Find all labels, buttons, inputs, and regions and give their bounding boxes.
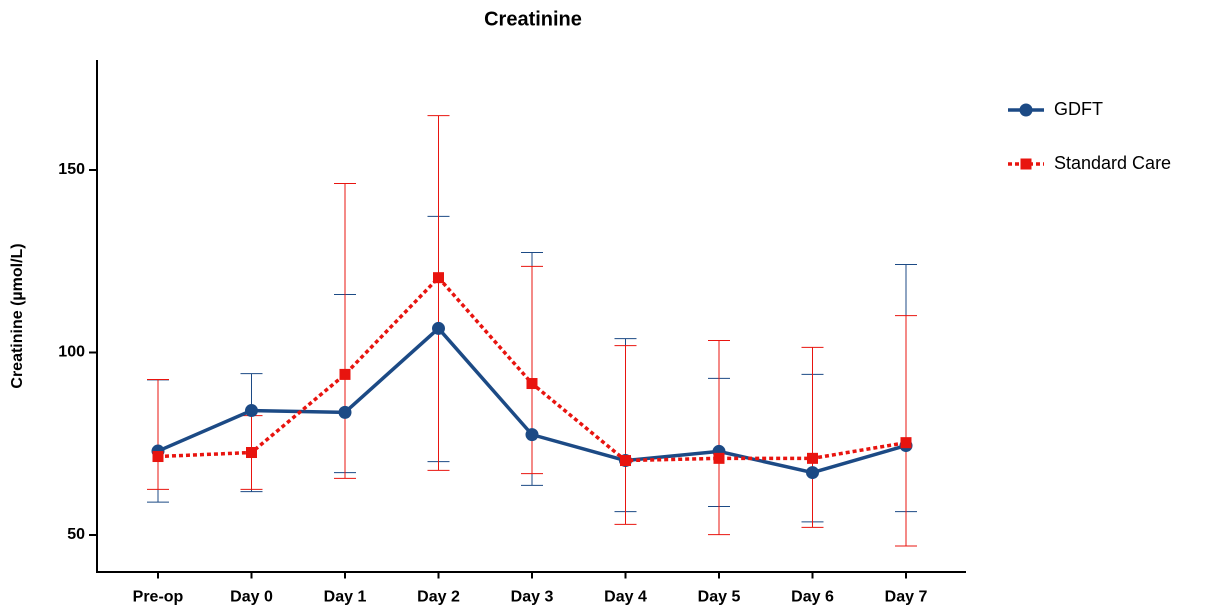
legend-marker <box>1019 103 1033 117</box>
data-point <box>900 437 912 449</box>
data-point <box>245 404 258 418</box>
data-point <box>152 451 164 463</box>
x-tick-label: Day 7 <box>885 589 928 606</box>
data-point <box>525 428 539 442</box>
x-tick-label: Day 4 <box>604 589 647 606</box>
data-point <box>246 447 257 459</box>
legend-marker <box>1020 158 1032 170</box>
data-point <box>713 452 725 464</box>
data-point <box>433 272 444 284</box>
y-tick-label: 50 <box>67 526 85 543</box>
x-tick-label: Day 3 <box>511 589 554 606</box>
y-tick-label: 100 <box>58 344 85 361</box>
data-point <box>338 405 352 419</box>
data-point <box>620 455 631 467</box>
x-tick-label: Day 1 <box>324 589 367 606</box>
data-point <box>432 321 445 335</box>
data-point <box>806 466 819 480</box>
x-tick-label: Pre-op <box>133 589 184 606</box>
x-tick-label: Day 2 <box>417 589 460 606</box>
legend-label: GDFT <box>1054 99 1103 119</box>
x-tick-label: Day 0 <box>230 589 273 606</box>
chart-title: Creatinine <box>484 8 582 30</box>
y-tick-label: 150 <box>58 161 85 178</box>
data-point <box>526 378 538 390</box>
legend-label: Standard Care <box>1054 153 1171 173</box>
data-point <box>807 452 818 464</box>
x-tick-label: Day 6 <box>791 589 834 606</box>
x-tick-label: Day 5 <box>698 589 741 606</box>
y-axis-label: Creatinine (µmol/L) <box>9 243 26 388</box>
data-point <box>339 368 351 380</box>
